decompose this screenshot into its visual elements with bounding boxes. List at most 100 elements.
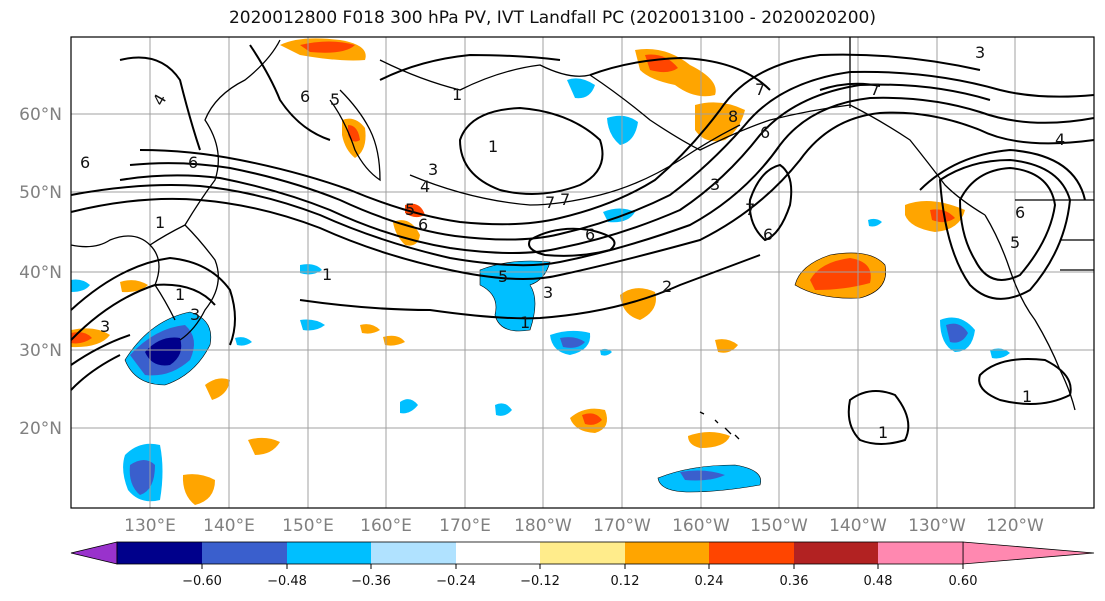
pv-contour	[70, 283, 216, 341]
negative-anomaly	[560, 337, 585, 348]
contour-label: 5	[1010, 233, 1020, 252]
contour-label: 3	[100, 317, 110, 336]
anomaly-outlines	[124, 252, 887, 493]
contour-label: 1	[878, 423, 888, 442]
graticule	[71, 37, 1094, 508]
negative-anomaly	[300, 319, 325, 331]
contour-label: 6	[585, 225, 595, 244]
pv-contour	[819, 82, 881, 91]
pv-contour	[299, 254, 761, 320]
negative-anomaly	[600, 348, 612, 356]
contour-label: 4	[420, 177, 430, 196]
contour-label: 7	[560, 190, 570, 209]
negative-anomaly	[567, 78, 595, 99]
lon-label: 120°W	[986, 516, 1044, 536]
pv-contour	[978, 358, 1072, 405]
positive-anomaly	[810, 258, 871, 290]
colorbar-tick-label: −0.12	[520, 574, 560, 589]
colorbar-segment	[625, 542, 709, 564]
colorbar-segment	[202, 542, 287, 564]
colorbar-tick-label: −0.24	[436, 574, 476, 589]
colorbar-tick-label: 0.60	[949, 574, 978, 589]
contour-label: 1	[452, 85, 462, 104]
pv-contour	[119, 83, 991, 254]
pv-contour	[458, 106, 604, 195]
latitude-labels: 60°N 50°N 40°N 30°N 20°N	[19, 105, 62, 439]
positive-anomaly	[120, 280, 148, 293]
pv-contour	[847, 390, 910, 445]
alaska-coast	[379, 59, 986, 216]
pv-contour	[958, 166, 1057, 281]
colorbar-tick-label: 0.24	[695, 574, 724, 589]
lon-label: 180°W	[514, 516, 572, 536]
negative-anomaly	[680, 470, 725, 481]
lat-label: 50°N	[19, 183, 62, 203]
contour-label: 5	[330, 90, 340, 109]
lat-label: 60°N	[19, 105, 62, 125]
colorbar-tick-label: 0.36	[780, 574, 809, 589]
lon-label: 130°E	[124, 516, 176, 536]
pv-contour	[938, 158, 1072, 300]
colorbar-segment	[287, 542, 371, 564]
positive-anomaly	[715, 339, 738, 353]
contour-label: 1	[322, 265, 332, 284]
lon-label: 160°E	[360, 516, 412, 536]
pv-contour	[379, 53, 561, 81]
colorbar-segment	[709, 542, 794, 564]
contour-label: 8	[728, 107, 738, 126]
negative-anomaly	[400, 399, 418, 414]
colorbar-segment	[794, 542, 878, 564]
na-west-coast	[984, 214, 1076, 411]
colorbar-tick-label: −0.60	[182, 574, 222, 589]
contour-label: 6	[418, 215, 428, 234]
lon-label: 170°W	[593, 516, 651, 536]
positive-anomaly	[205, 378, 230, 400]
lat-label: 20°N	[19, 419, 62, 439]
pv-contour	[119, 44, 331, 151]
colorbar-segment	[540, 542, 625, 564]
lon-label: 150°W	[750, 516, 808, 536]
contour-label: 6	[763, 225, 773, 244]
positive-anomaly	[300, 41, 355, 53]
positive-anomaly	[582, 413, 602, 425]
contour-label: 7	[745, 200, 755, 219]
lon-label: 170°E	[439, 516, 491, 536]
contour-label: 6	[300, 87, 310, 106]
lon-label: 140°E	[203, 516, 255, 536]
hawaii	[699, 411, 740, 440]
contour-label: 3	[710, 175, 720, 194]
negative-anomaly	[990, 348, 1010, 359]
colorbar-segment	[117, 542, 202, 564]
contour-labels: 4 6 5 1 1 7 3 6 3 7 7 6 8 6 3 4 1 6 5 3 …	[80, 43, 1065, 442]
colorbar-extend-high	[962, 541, 1095, 565]
positive-anomaly	[248, 437, 280, 455]
negative-anomaly	[145, 337, 182, 366]
kamchatka-coast	[329, 89, 381, 182]
pv-contour	[748, 163, 793, 242]
lon-label: 130°W	[908, 516, 966, 536]
contour-label: 5	[405, 200, 415, 219]
contour-label: 2	[662, 277, 672, 296]
lat-label: 30°N	[19, 341, 62, 361]
pv-contour	[70, 256, 236, 346]
contour-label: 6	[188, 153, 198, 172]
positive-anomaly	[360, 324, 380, 334]
positive-anomaly	[930, 209, 955, 223]
colorbar-extend-low	[70, 541, 118, 565]
contour-label: 6	[1015, 203, 1025, 222]
positive-anomaly	[383, 335, 405, 346]
colorbar-ticks	[201, 564, 964, 569]
contour-label: 1	[488, 137, 498, 156]
contour-label: 1	[1022, 387, 1032, 406]
positive-anomaly	[688, 432, 730, 448]
positive-anomaly	[645, 54, 678, 73]
negative-anomaly	[129, 460, 155, 495]
contour-label: 6	[80, 153, 90, 172]
pv-contour	[528, 227, 616, 257]
contour-label: 1	[155, 213, 165, 232]
contour-label: 6	[760, 123, 770, 142]
contour-label: 1	[175, 285, 185, 304]
contour-label: 3	[975, 43, 985, 62]
contour-label: 7	[545, 193, 555, 212]
